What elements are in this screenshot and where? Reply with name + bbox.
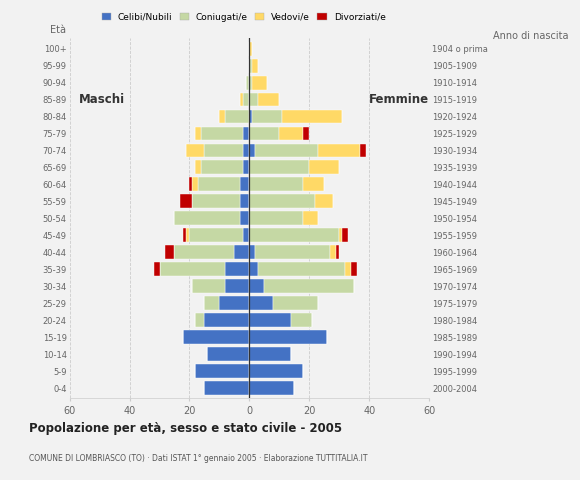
Bar [249, 296, 273, 310]
Bar [175, 245, 234, 259]
Bar [249, 279, 264, 293]
Bar [360, 144, 367, 157]
Bar [195, 127, 201, 141]
Bar [291, 313, 313, 327]
Bar [249, 160, 309, 174]
Bar [193, 279, 226, 293]
Bar [303, 178, 324, 192]
Text: Anno di nascita: Anno di nascita [493, 31, 568, 41]
Bar [193, 178, 198, 192]
Bar [246, 75, 249, 89]
Bar [282, 109, 342, 123]
Bar [180, 194, 193, 208]
Bar [240, 178, 249, 192]
Bar [198, 178, 240, 192]
Bar [249, 313, 291, 327]
Bar [240, 211, 249, 226]
Bar [318, 144, 360, 157]
Bar [219, 109, 226, 123]
Bar [240, 194, 249, 208]
Bar [249, 127, 280, 141]
Bar [244, 93, 249, 107]
Bar [249, 364, 303, 378]
Bar [244, 127, 249, 141]
Bar [175, 211, 240, 226]
Text: Maschi: Maschi [78, 93, 125, 106]
Bar [249, 93, 258, 107]
Bar [204, 381, 249, 395]
Bar [249, 178, 303, 192]
Bar [339, 228, 342, 242]
Bar [336, 245, 339, 259]
Bar [303, 127, 309, 141]
Bar [280, 127, 303, 141]
Text: Popolazione per età, sesso e stato civile - 2005: Popolazione per età, sesso e stato civil… [29, 422, 342, 435]
Bar [249, 194, 316, 208]
Bar [255, 245, 331, 259]
Bar [195, 160, 201, 174]
Bar [309, 160, 339, 174]
Bar [190, 178, 193, 192]
Bar [249, 245, 255, 259]
Bar [249, 330, 327, 344]
Bar [249, 211, 303, 226]
Bar [249, 348, 291, 361]
Bar [252, 59, 258, 72]
Bar [204, 296, 219, 310]
Bar [240, 93, 244, 107]
Bar [154, 263, 160, 276]
Bar [201, 160, 244, 174]
Bar [303, 211, 318, 226]
Bar [195, 313, 204, 327]
Bar [165, 245, 175, 259]
Bar [187, 228, 190, 242]
Bar [226, 263, 249, 276]
Bar [204, 144, 244, 157]
Text: Età: Età [50, 25, 66, 35]
Bar [252, 75, 267, 89]
Bar [255, 144, 318, 157]
Bar [249, 109, 252, 123]
Bar [331, 245, 336, 259]
Bar [249, 144, 255, 157]
Bar [249, 381, 295, 395]
Bar [183, 228, 187, 242]
Bar [244, 160, 249, 174]
Bar [208, 348, 249, 361]
Bar [258, 93, 280, 107]
Bar [345, 263, 351, 276]
Bar [204, 313, 249, 327]
Bar [249, 42, 252, 56]
Bar [249, 59, 252, 72]
Bar [195, 364, 249, 378]
Bar [190, 228, 244, 242]
Bar [252, 109, 282, 123]
Bar [249, 263, 258, 276]
Bar [219, 296, 249, 310]
Legend: Celibi/Nubili, Coniugati/e, Vedovi/e, Divorziati/e: Celibi/Nubili, Coniugati/e, Vedovi/e, Di… [98, 9, 389, 25]
Bar [234, 245, 249, 259]
Bar [351, 263, 357, 276]
Bar [193, 194, 240, 208]
Bar [186, 144, 204, 157]
Bar [244, 144, 249, 157]
Bar [264, 279, 354, 293]
Text: COMUNE DI LOMBRIASCO (TO) · Dati ISTAT 1° gennaio 2005 · Elaborazione TUTTITALIA: COMUNE DI LOMBRIASCO (TO) · Dati ISTAT 1… [29, 454, 368, 463]
Bar [342, 228, 348, 242]
Bar [201, 127, 244, 141]
Bar [249, 228, 339, 242]
Bar [226, 109, 249, 123]
Text: Femmine: Femmine [369, 93, 429, 106]
Bar [273, 296, 318, 310]
Bar [183, 330, 249, 344]
Bar [249, 75, 252, 89]
Bar [160, 263, 226, 276]
Bar [258, 263, 345, 276]
Bar [316, 194, 334, 208]
Bar [226, 279, 249, 293]
Bar [244, 228, 249, 242]
